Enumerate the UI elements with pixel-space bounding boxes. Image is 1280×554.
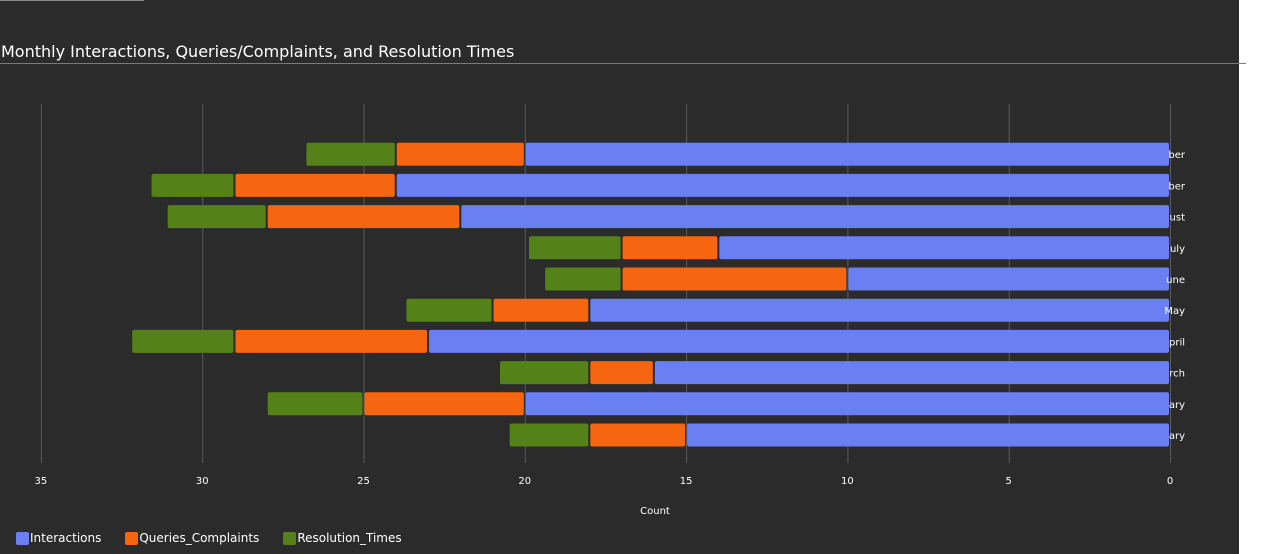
bar-queries-complaints[interactable]	[235, 329, 428, 353]
chart-plot-area: ary ary rch pril May une uly ust ber ber 0 5 10 15 20…	[35, 104, 1186, 517]
bar-resolution-times[interactable]	[267, 392, 363, 416]
x-tick-label: 30	[196, 476, 209, 487]
legend-swatch	[125, 531, 139, 545]
category-label: une	[1166, 275, 1185, 286]
legend-item-queries-complaints[interactable]: Queries_Complaints	[125, 531, 259, 545]
category-label: ber	[1168, 181, 1186, 192]
bar-queries-complaints[interactable]	[622, 267, 847, 291]
bar-queries-complaints[interactable]	[267, 205, 460, 229]
bar-resolution-times[interactable]	[306, 142, 395, 166]
bar-resolution-times[interactable]	[509, 423, 589, 447]
legend-label: Queries_Complaints	[139, 531, 260, 545]
bar-resolution-times[interactable]	[499, 361, 589, 385]
title-divider	[0, 63, 1246, 64]
bar-resolution-times[interactable]	[151, 173, 234, 197]
category-label: ary	[1169, 400, 1185, 411]
bar-interactions[interactable]	[525, 392, 1169, 416]
bar-resolution-times[interactable]	[132, 329, 234, 353]
bar-interactions[interactable]	[590, 298, 1169, 322]
x-tick-label: 25	[357, 476, 370, 487]
bar-resolution-times[interactable]	[545, 267, 621, 291]
x-tick-label: 35	[35, 476, 48, 487]
legend-swatch	[16, 531, 29, 545]
legend-item-resolution-times[interactable]: Resolution_Times	[283, 531, 402, 545]
x-tick-label: 10	[841, 476, 854, 487]
category-label: pril	[1169, 337, 1185, 348]
bar-interactions[interactable]	[848, 267, 1169, 291]
bar-interactions[interactable]	[396, 173, 1169, 197]
bar-interactions[interactable]	[719, 236, 1169, 260]
bar-group	[132, 142, 1169, 447]
chart-title: Monthly Interactions, Queries/Complaints…	[1, 42, 515, 61]
x-axis-label: Count	[640, 506, 670, 517]
category-label: May	[1164, 306, 1185, 317]
bar-queries-complaints[interactable]	[590, 361, 653, 385]
bar-interactions[interactable]	[525, 142, 1169, 166]
bar-queries-complaints[interactable]	[622, 236, 718, 260]
bar-interactions[interactable]	[429, 329, 1169, 353]
legend-item-interactions[interactable]: Interactions	[16, 531, 101, 545]
bar-resolution-times[interactable]	[167, 205, 266, 229]
bar-queries-complaints[interactable]	[493, 298, 589, 322]
bar-resolution-times[interactable]	[529, 236, 621, 260]
category-label: ary	[1169, 431, 1185, 442]
top-divider	[0, 0, 144, 1]
legend-label: Interactions	[30, 531, 102, 545]
bar-interactions[interactable]	[654, 361, 1169, 385]
bar-resolution-times[interactable]	[406, 298, 492, 322]
x-tick-labels: 0 5 10 15 20 25 30 35	[35, 476, 1174, 487]
legend-swatch	[283, 531, 297, 545]
bar-queries-complaints[interactable]	[364, 392, 524, 416]
x-tick-label: 15	[680, 476, 693, 487]
x-tick-label: 0	[1167, 476, 1173, 487]
category-label: ust	[1170, 213, 1186, 224]
x-tick-label: 20	[518, 476, 531, 487]
bar-queries-complaints[interactable]	[590, 423, 686, 447]
legend: Interactions Queries_Complaints Resolution…	[16, 531, 426, 545]
category-label: uly	[1170, 244, 1185, 255]
category-label: ber	[1168, 150, 1186, 161]
x-tick-label: 5	[1006, 476, 1012, 487]
bar-queries-complaints[interactable]	[396, 142, 524, 166]
legend-label: Resolution_Times	[297, 531, 402, 545]
category-label: rch	[1169, 369, 1185, 380]
bar-interactions[interactable]	[461, 205, 1169, 229]
category-labels: ary ary rch pril May une uly ust ber ber	[1164, 150, 1186, 442]
bar-queries-complaints[interactable]	[235, 173, 395, 197]
bar-interactions[interactable]	[687, 423, 1169, 447]
